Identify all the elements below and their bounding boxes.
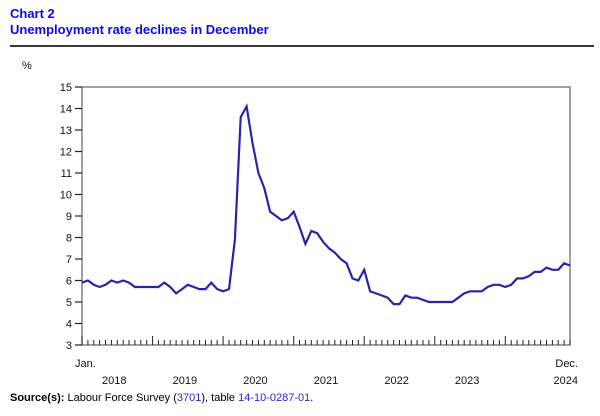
year-label: 2023 bbox=[455, 375, 479, 387]
source-text: . bbox=[310, 392, 314, 404]
unemployment-rate-line bbox=[81, 103, 571, 306]
y-tick-label: 11 bbox=[61, 168, 72, 180]
y-tick-label: 9 bbox=[66, 211, 72, 223]
y-tick-label: 4 bbox=[66, 319, 72, 331]
y-tick-label: 10 bbox=[60, 190, 72, 202]
y-tick-label: 15 bbox=[60, 82, 72, 94]
table-number-link[interactable]: 14-10-0287-01 bbox=[238, 392, 311, 404]
year-label: 2020 bbox=[243, 375, 267, 387]
year-label: 2018 bbox=[102, 375, 126, 387]
chart-header: Chart 2 Unemployment rate declines in De… bbox=[10, 6, 269, 38]
year-label: 2021 bbox=[314, 375, 338, 387]
y-tick-label: 14 bbox=[60, 104, 72, 116]
y-tick-label: 7 bbox=[66, 254, 72, 266]
source-note: Source(s): Labour Force Survey (3701), t… bbox=[10, 392, 313, 404]
x-first-label: Jan. bbox=[75, 358, 96, 370]
x-last-label: Dec. bbox=[555, 358, 578, 370]
chart-title: Unemployment rate declines in December bbox=[10, 22, 269, 37]
source-text: Labour Force Survey ( bbox=[64, 392, 177, 404]
source-prefix: Source(s): bbox=[10, 392, 65, 404]
x-axis-labels: Jan. Dec. 2018 2019 2020 2021 2022 2023 2024 bbox=[75, 358, 578, 387]
year-label: 2024 bbox=[554, 375, 578, 387]
y-axis-unit-label: % bbox=[22, 60, 32, 72]
y-tick-label: 6 bbox=[66, 276, 72, 288]
title-rule bbox=[10, 45, 594, 47]
plot-border bbox=[81, 86, 571, 346]
survey-number-link[interactable]: 3701 bbox=[176, 392, 202, 404]
y-tick-label: 8 bbox=[66, 233, 72, 245]
y-tick-label: 12 bbox=[60, 147, 72, 159]
source-text: ), table bbox=[201, 392, 239, 404]
year-label: 2019 bbox=[173, 375, 197, 387]
y-tick-label: 13 bbox=[60, 125, 72, 137]
year-label: 2022 bbox=[384, 375, 408, 387]
y-tick-label: 3 bbox=[66, 340, 72, 352]
chart-number: Chart 2 bbox=[10, 6, 55, 21]
x-axis bbox=[81, 336, 571, 345]
y-tick-label: 5 bbox=[66, 297, 72, 309]
y-axis: 15 14 13 12 11 10 9 8 7 6 5 4 3 bbox=[60, 82, 82, 352]
